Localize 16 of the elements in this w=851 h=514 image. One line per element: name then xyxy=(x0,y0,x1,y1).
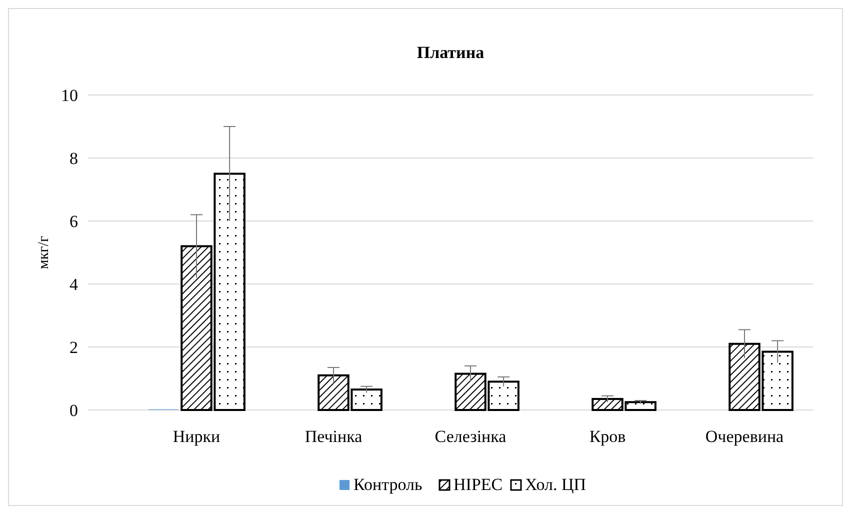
legend-label: HIPEC xyxy=(454,475,503,494)
y-tick-label: 0 xyxy=(70,400,78,420)
x-tick-label: Нирки xyxy=(172,427,220,446)
x-tick-label: Селезінка xyxy=(434,427,507,446)
y-tick-label: 4 xyxy=(70,274,78,294)
y-axis-title: мкг/г xyxy=(36,236,52,270)
y-tick-label: 8 xyxy=(70,148,78,168)
x-tick-label: Очеревина xyxy=(705,427,784,446)
x-tick-label: Кров xyxy=(589,427,626,446)
x-tick-label: Печінка xyxy=(304,427,363,446)
legend-label: Хол. ЦП xyxy=(525,475,586,494)
y-tick-label: 10 xyxy=(61,86,78,105)
legend-label: Контроль xyxy=(354,475,422,494)
y-tick-label: 2 xyxy=(70,338,78,357)
chart-title: Платина xyxy=(416,43,485,62)
y-tick-label: 6 xyxy=(70,212,78,231)
